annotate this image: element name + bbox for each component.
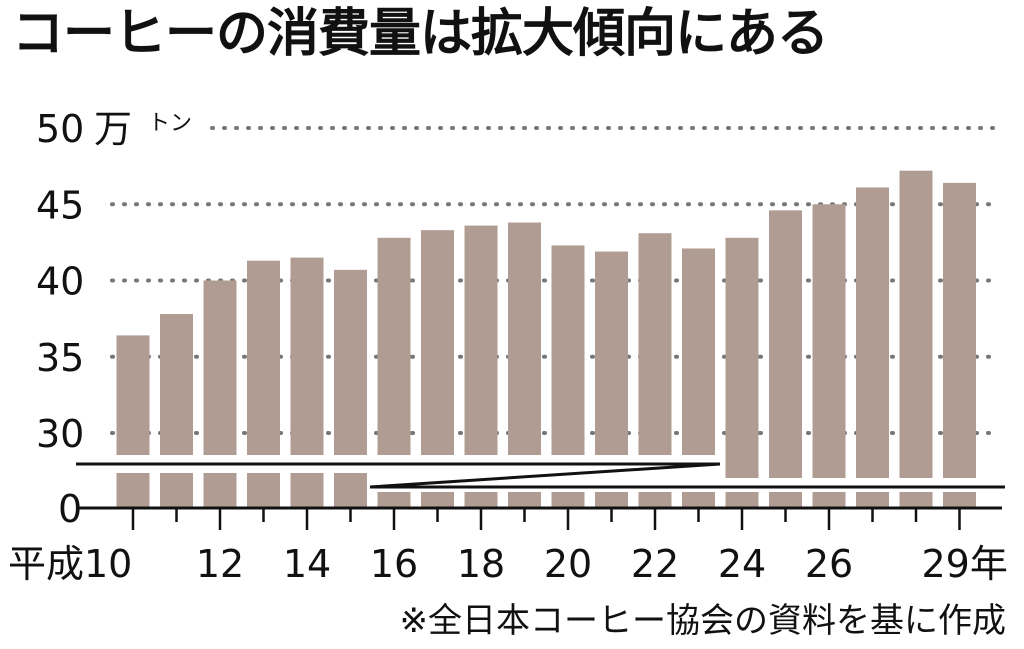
x-tick-label: 29年 [922, 542, 1008, 586]
bar [421, 230, 454, 455]
bar-base [290, 473, 324, 508]
y-tick-label: 45 [36, 183, 84, 227]
bar-base [377, 492, 411, 508]
bar [247, 260, 280, 455]
y-tick-label: 35 [36, 336, 84, 380]
bar-base [638, 492, 672, 508]
bar [551, 245, 585, 455]
chart-source: ※全日本コーヒー協会の資料を基に作成 [399, 601, 1007, 641]
bar [160, 314, 193, 455]
bar [682, 248, 715, 455]
bar [290, 257, 324, 455]
bar [203, 280, 237, 455]
axis-break-slant [369, 462, 721, 489]
chart-title: コーヒーの消費量は拡大傾向にある [12, 4, 829, 64]
x-tick-label: 24 [718, 542, 766, 586]
bar-base [595, 492, 628, 508]
bar-base [725, 492, 759, 508]
bar [638, 233, 672, 455]
y-unit-label: 万 [94, 107, 132, 151]
bar-base [812, 492, 846, 508]
bar [334, 269, 367, 455]
x-tick-label: 12 [196, 542, 244, 586]
bar-base [551, 492, 585, 508]
x-tick-label: 平成10 [8, 542, 132, 586]
bar-base [943, 492, 976, 508]
bar [899, 170, 933, 478]
x-tick-label: 20 [544, 542, 592, 586]
bar-base [203, 473, 237, 508]
bar-base [856, 492, 889, 508]
bar [769, 210, 802, 478]
bar-base [116, 473, 150, 508]
bar-base [464, 492, 498, 508]
bar-base [769, 492, 802, 508]
bar-base [160, 473, 193, 508]
x-tick-label: 18 [457, 542, 505, 586]
y-tick-label: 30 [36, 412, 84, 456]
bar-base [421, 492, 454, 508]
x-tick-label: 22 [631, 542, 679, 586]
y-tick-label: 40 [36, 260, 84, 304]
bar-base [682, 492, 715, 508]
bar-chart: 3035404550 万トン0平成10 12 14 16 18 20 22 24 26 29年 [8, 107, 1008, 586]
bar-base [899, 492, 933, 508]
bar-base [334, 473, 367, 508]
bar [725, 237, 759, 478]
bar [377, 237, 411, 455]
bar-base [508, 492, 541, 508]
bar [812, 204, 846, 478]
bar [464, 225, 498, 455]
x-tick-label: 26 [805, 542, 853, 586]
y-tick-label: 50 [36, 107, 84, 151]
bar [508, 222, 541, 455]
bar-base [247, 473, 280, 508]
x-tick-label: 14 [283, 542, 331, 586]
bar [595, 251, 628, 455]
x-tick-label: 16 [370, 542, 418, 586]
y-unit-suffix: トン [148, 111, 192, 136]
bar [856, 187, 889, 478]
bar [116, 335, 150, 455]
bar [943, 182, 976, 478]
